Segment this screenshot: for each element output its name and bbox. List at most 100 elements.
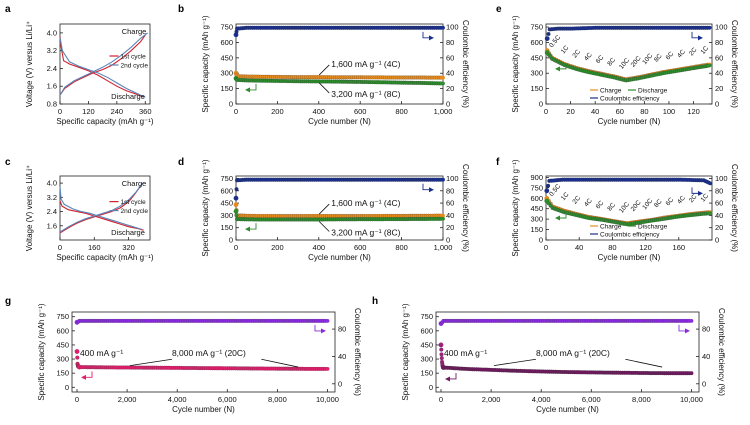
data-point bbox=[441, 75, 445, 80]
annotation-discharge: Discharge bbox=[111, 228, 145, 237]
data-point bbox=[438, 342, 444, 348]
rate-label: 1C bbox=[560, 44, 571, 55]
y-tick-label: 0 bbox=[539, 100, 543, 109]
y-tick-label: 600 bbox=[220, 186, 233, 195]
y2-tick-label: 60 bbox=[446, 199, 454, 208]
x-axis-label: Specific capacity (mAh g⁻¹) bbox=[56, 253, 153, 262]
y2-tick-label: 40 bbox=[446, 211, 454, 220]
series-1 bbox=[77, 364, 330, 371]
x-tick-label: 320 bbox=[122, 243, 135, 252]
x-axis-label: Cycle number (N) bbox=[536, 405, 599, 414]
y2-tick-label: 40 bbox=[338, 352, 346, 361]
rate-label: 6C bbox=[665, 196, 676, 207]
plot-frame bbox=[71, 311, 336, 393]
y-tick-label: 450 bbox=[220, 53, 233, 62]
y2-tick-label: 20 bbox=[446, 223, 454, 232]
data-point bbox=[77, 364, 82, 370]
data-point bbox=[233, 32, 239, 38]
x-tick-label: 40 bbox=[575, 243, 583, 252]
data-point bbox=[441, 81, 445, 86]
annotation-charge: Charge bbox=[122, 179, 147, 188]
y-axis-label: Specific capacity (mAh g⁻¹) bbox=[511, 15, 520, 112]
legend-label: Discharge bbox=[638, 224, 668, 231]
x-tick-label: 10,000 bbox=[316, 395, 339, 404]
data-point bbox=[689, 319, 694, 323]
axis-indicator-right bbox=[429, 187, 434, 193]
y2-tick-label: 0 bbox=[715, 100, 719, 109]
y-tick-label: 450 bbox=[420, 340, 433, 349]
series-2 bbox=[233, 25, 445, 38]
x-tick-label: 40 bbox=[591, 107, 599, 116]
x-tick-label: 1,000 bbox=[434, 243, 453, 252]
rate-label: 4C bbox=[583, 51, 594, 62]
data-point bbox=[441, 365, 446, 370]
axis-indicator-right bbox=[321, 328, 326, 334]
data-point bbox=[441, 177, 445, 182]
y-tick-label: 600 bbox=[530, 194, 543, 203]
x-tick-label: 0 bbox=[439, 395, 443, 404]
data-point bbox=[233, 70, 239, 76]
data-point bbox=[74, 319, 80, 325]
x-tick-label: 1,000 bbox=[434, 107, 453, 116]
y2-tick-label: 80 bbox=[446, 38, 454, 47]
axis-indicator-left bbox=[245, 87, 250, 93]
y-axis-label: Specific capacity (mAh g⁻¹) bbox=[201, 159, 210, 256]
y2-tick-label: 20 bbox=[715, 84, 723, 93]
x-tick-label: 120 bbox=[82, 107, 95, 116]
panel-c: c 0 160 320 1.6 2.4 3.2 4.0 Specific capacity (m… bbox=[5, 157, 154, 262]
x-tick-label: 400 bbox=[313, 107, 326, 116]
y-tick-label: 4.0 bbox=[47, 179, 57, 188]
annotation-400: 400 mA g⁻¹ bbox=[80, 348, 123, 358]
x-tick-label: 160 bbox=[88, 243, 101, 252]
series-line-0 bbox=[59, 200, 144, 231]
legend-label: Charge bbox=[600, 88, 622, 95]
x-tick-label: 2,000 bbox=[482, 395, 501, 404]
y-tick-label: 600 bbox=[56, 326, 69, 335]
plot-frame bbox=[545, 175, 713, 241]
axis-indicator-right bbox=[314, 324, 321, 332]
y-axis-label: Specific capacity (mAh g⁻¹) bbox=[401, 303, 410, 400]
axis-indicator-right bbox=[422, 183, 429, 191]
y2-tick-label: 80 bbox=[715, 38, 723, 47]
series-line-2 bbox=[59, 186, 142, 230]
data-point bbox=[438, 321, 444, 327]
y2-axis-label: Coulombic efficiency (%) bbox=[461, 20, 470, 108]
y2-tick-label: 100 bbox=[715, 23, 728, 32]
data-point bbox=[546, 183, 551, 188]
panel-e: e 0 20 40 60 80 100 120 0 150 300 450 600 750 0 20 40 60 8… bbox=[496, 4, 739, 126]
series-2 bbox=[438, 318, 694, 327]
data-point bbox=[233, 208, 239, 214]
panel-label: a bbox=[5, 4, 11, 15]
x-tick-label: 0 bbox=[75, 395, 79, 404]
annotation-arrow bbox=[318, 82, 330, 94]
series-0 bbox=[544, 195, 713, 226]
data-point bbox=[439, 347, 444, 352]
y2-tick-label: 80 bbox=[338, 325, 346, 334]
y-axis-label: Specific capacity (mAh g⁻¹) bbox=[37, 303, 46, 400]
y-tick-label: 750 bbox=[220, 23, 233, 32]
axis-indicator-right bbox=[691, 31, 698, 39]
series-1 bbox=[544, 50, 712, 83]
x-tick-label: 6,000 bbox=[218, 395, 237, 404]
axis-indicator-left bbox=[555, 215, 560, 221]
legend-label: Charge bbox=[600, 224, 622, 231]
axis-indicator-left bbox=[560, 212, 567, 219]
rate-label: 6C bbox=[665, 50, 676, 61]
y2-tick-label: 40 bbox=[715, 211, 723, 220]
rate-label: 2C bbox=[688, 46, 699, 57]
annotation-arrow bbox=[129, 358, 173, 367]
y2-tick-label: 0 bbox=[338, 379, 342, 388]
rate-label: 1C bbox=[700, 192, 711, 203]
data-point bbox=[74, 349, 80, 354]
y2-tick-label: 40 bbox=[446, 69, 454, 78]
data-point bbox=[708, 211, 713, 216]
y-tick-label: 3.2 bbox=[47, 193, 57, 202]
y-tick-label: 600 bbox=[420, 326, 433, 335]
y2-axis-label: Coulombic efficiency (%) bbox=[730, 164, 739, 252]
y-tick-label: 900 bbox=[530, 173, 543, 182]
y-tick-label: 2.4 bbox=[47, 207, 57, 216]
rate-label: 1C bbox=[560, 191, 571, 202]
x-tick-label: 8,000 bbox=[632, 395, 651, 404]
legend-label: 1st cycle bbox=[121, 54, 147, 61]
x-tick-label: 80 bbox=[608, 243, 616, 252]
